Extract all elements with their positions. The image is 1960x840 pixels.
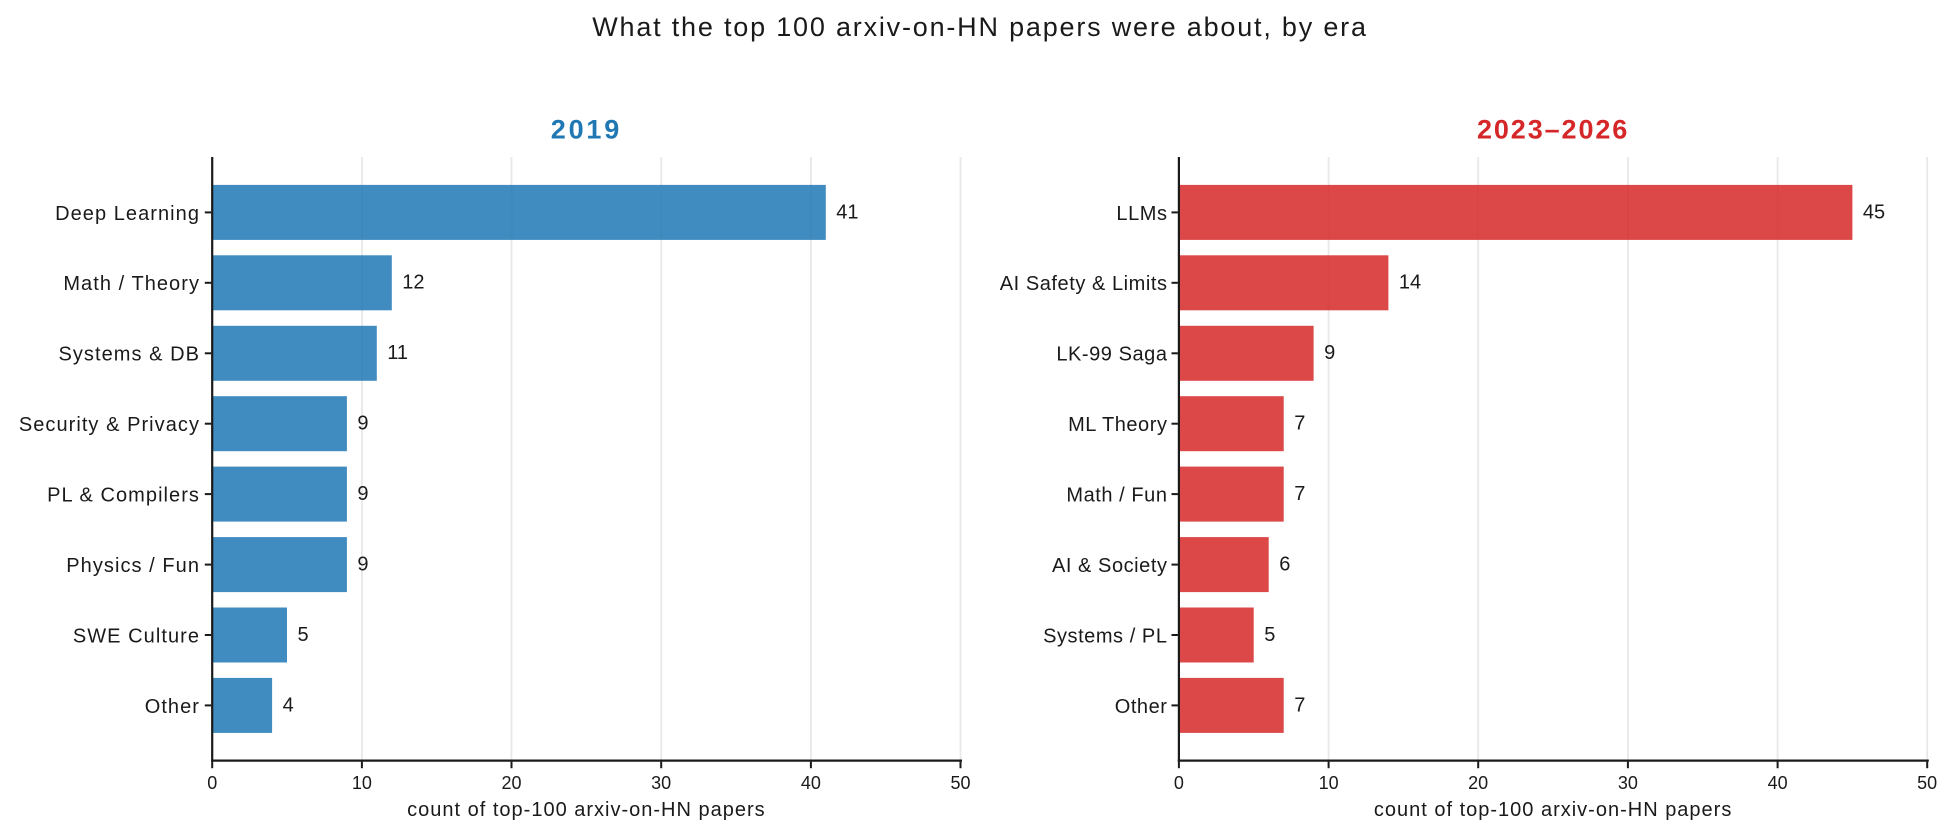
svg-text:9: 9 — [357, 483, 368, 505]
svg-text:2019: 2019 — [551, 115, 622, 145]
svg-text:20: 20 — [501, 773, 521, 793]
svg-text:2023–2026: 2023–2026 — [1477, 115, 1629, 145]
svg-text:45: 45 — [1863, 201, 1885, 223]
svg-text:count of top-100 arxiv-on-HN p: count of top-100 arxiv-on-HN papers — [407, 799, 766, 821]
svg-text:AI Safety & Limits: AI Safety & Limits — [1000, 273, 1168, 295]
svg-text:Deep Learning: Deep Learning — [55, 203, 200, 225]
svg-text:50: 50 — [1917, 773, 1937, 793]
svg-text:40: 40 — [1768, 773, 1788, 793]
svg-text:9: 9 — [1324, 342, 1335, 364]
svg-text:5: 5 — [298, 624, 309, 646]
svg-text:LK-99 Saga: LK-99 Saga — [1056, 344, 1167, 366]
svg-text:Math / Theory: Math / Theory — [63, 273, 200, 295]
svg-text:ML Theory: ML Theory — [1068, 414, 1167, 436]
svg-text:14: 14 — [1399, 272, 1421, 294]
svg-text:Math / Fun: Math / Fun — [1066, 485, 1167, 507]
svg-text:7: 7 — [1294, 694, 1305, 716]
svg-text:SWE Culture: SWE Culture — [73, 625, 200, 647]
svg-text:50: 50 — [950, 773, 970, 793]
svg-text:9: 9 — [357, 413, 368, 435]
svg-text:PL & Compilers: PL & Compilers — [47, 485, 200, 507]
svg-text:Other: Other — [1115, 696, 1168, 718]
svg-text:10: 10 — [1319, 773, 1339, 793]
svg-text:41: 41 — [836, 201, 858, 223]
svg-text:Other: Other — [145, 696, 200, 718]
svg-text:What the top 100 arxiv-on-HN p: What the top 100 arxiv-on-HN papers were… — [592, 12, 1368, 42]
svg-text:30: 30 — [651, 773, 671, 793]
svg-text:40: 40 — [801, 773, 821, 793]
svg-text:Systems / PL: Systems / PL — [1043, 625, 1167, 647]
svg-text:12: 12 — [402, 272, 424, 294]
svg-text:5: 5 — [1264, 624, 1275, 646]
svg-text:4: 4 — [283, 694, 294, 716]
svg-text:Systems & DB: Systems & DB — [58, 344, 200, 366]
svg-text:11: 11 — [387, 342, 408, 364]
svg-text:Physics / Fun: Physics / Fun — [66, 555, 200, 577]
svg-text:LLMs: LLMs — [1116, 203, 1167, 225]
svg-text:7: 7 — [1294, 483, 1305, 505]
svg-text:20: 20 — [1468, 773, 1488, 793]
svg-text:6: 6 — [1279, 554, 1290, 576]
svg-text:9: 9 — [357, 554, 368, 576]
svg-text:count of top-100 arxiv-on-HN p: count of top-100 arxiv-on-HN papers — [1374, 799, 1733, 821]
svg-text:AI & Society: AI & Society — [1052, 555, 1168, 577]
svg-text:Security & Privacy: Security & Privacy — [19, 414, 200, 436]
svg-text:30: 30 — [1618, 773, 1638, 793]
svg-text:7: 7 — [1294, 413, 1305, 435]
svg-text:0: 0 — [207, 773, 217, 793]
svg-text:0: 0 — [1174, 773, 1184, 793]
svg-text:10: 10 — [352, 773, 372, 793]
